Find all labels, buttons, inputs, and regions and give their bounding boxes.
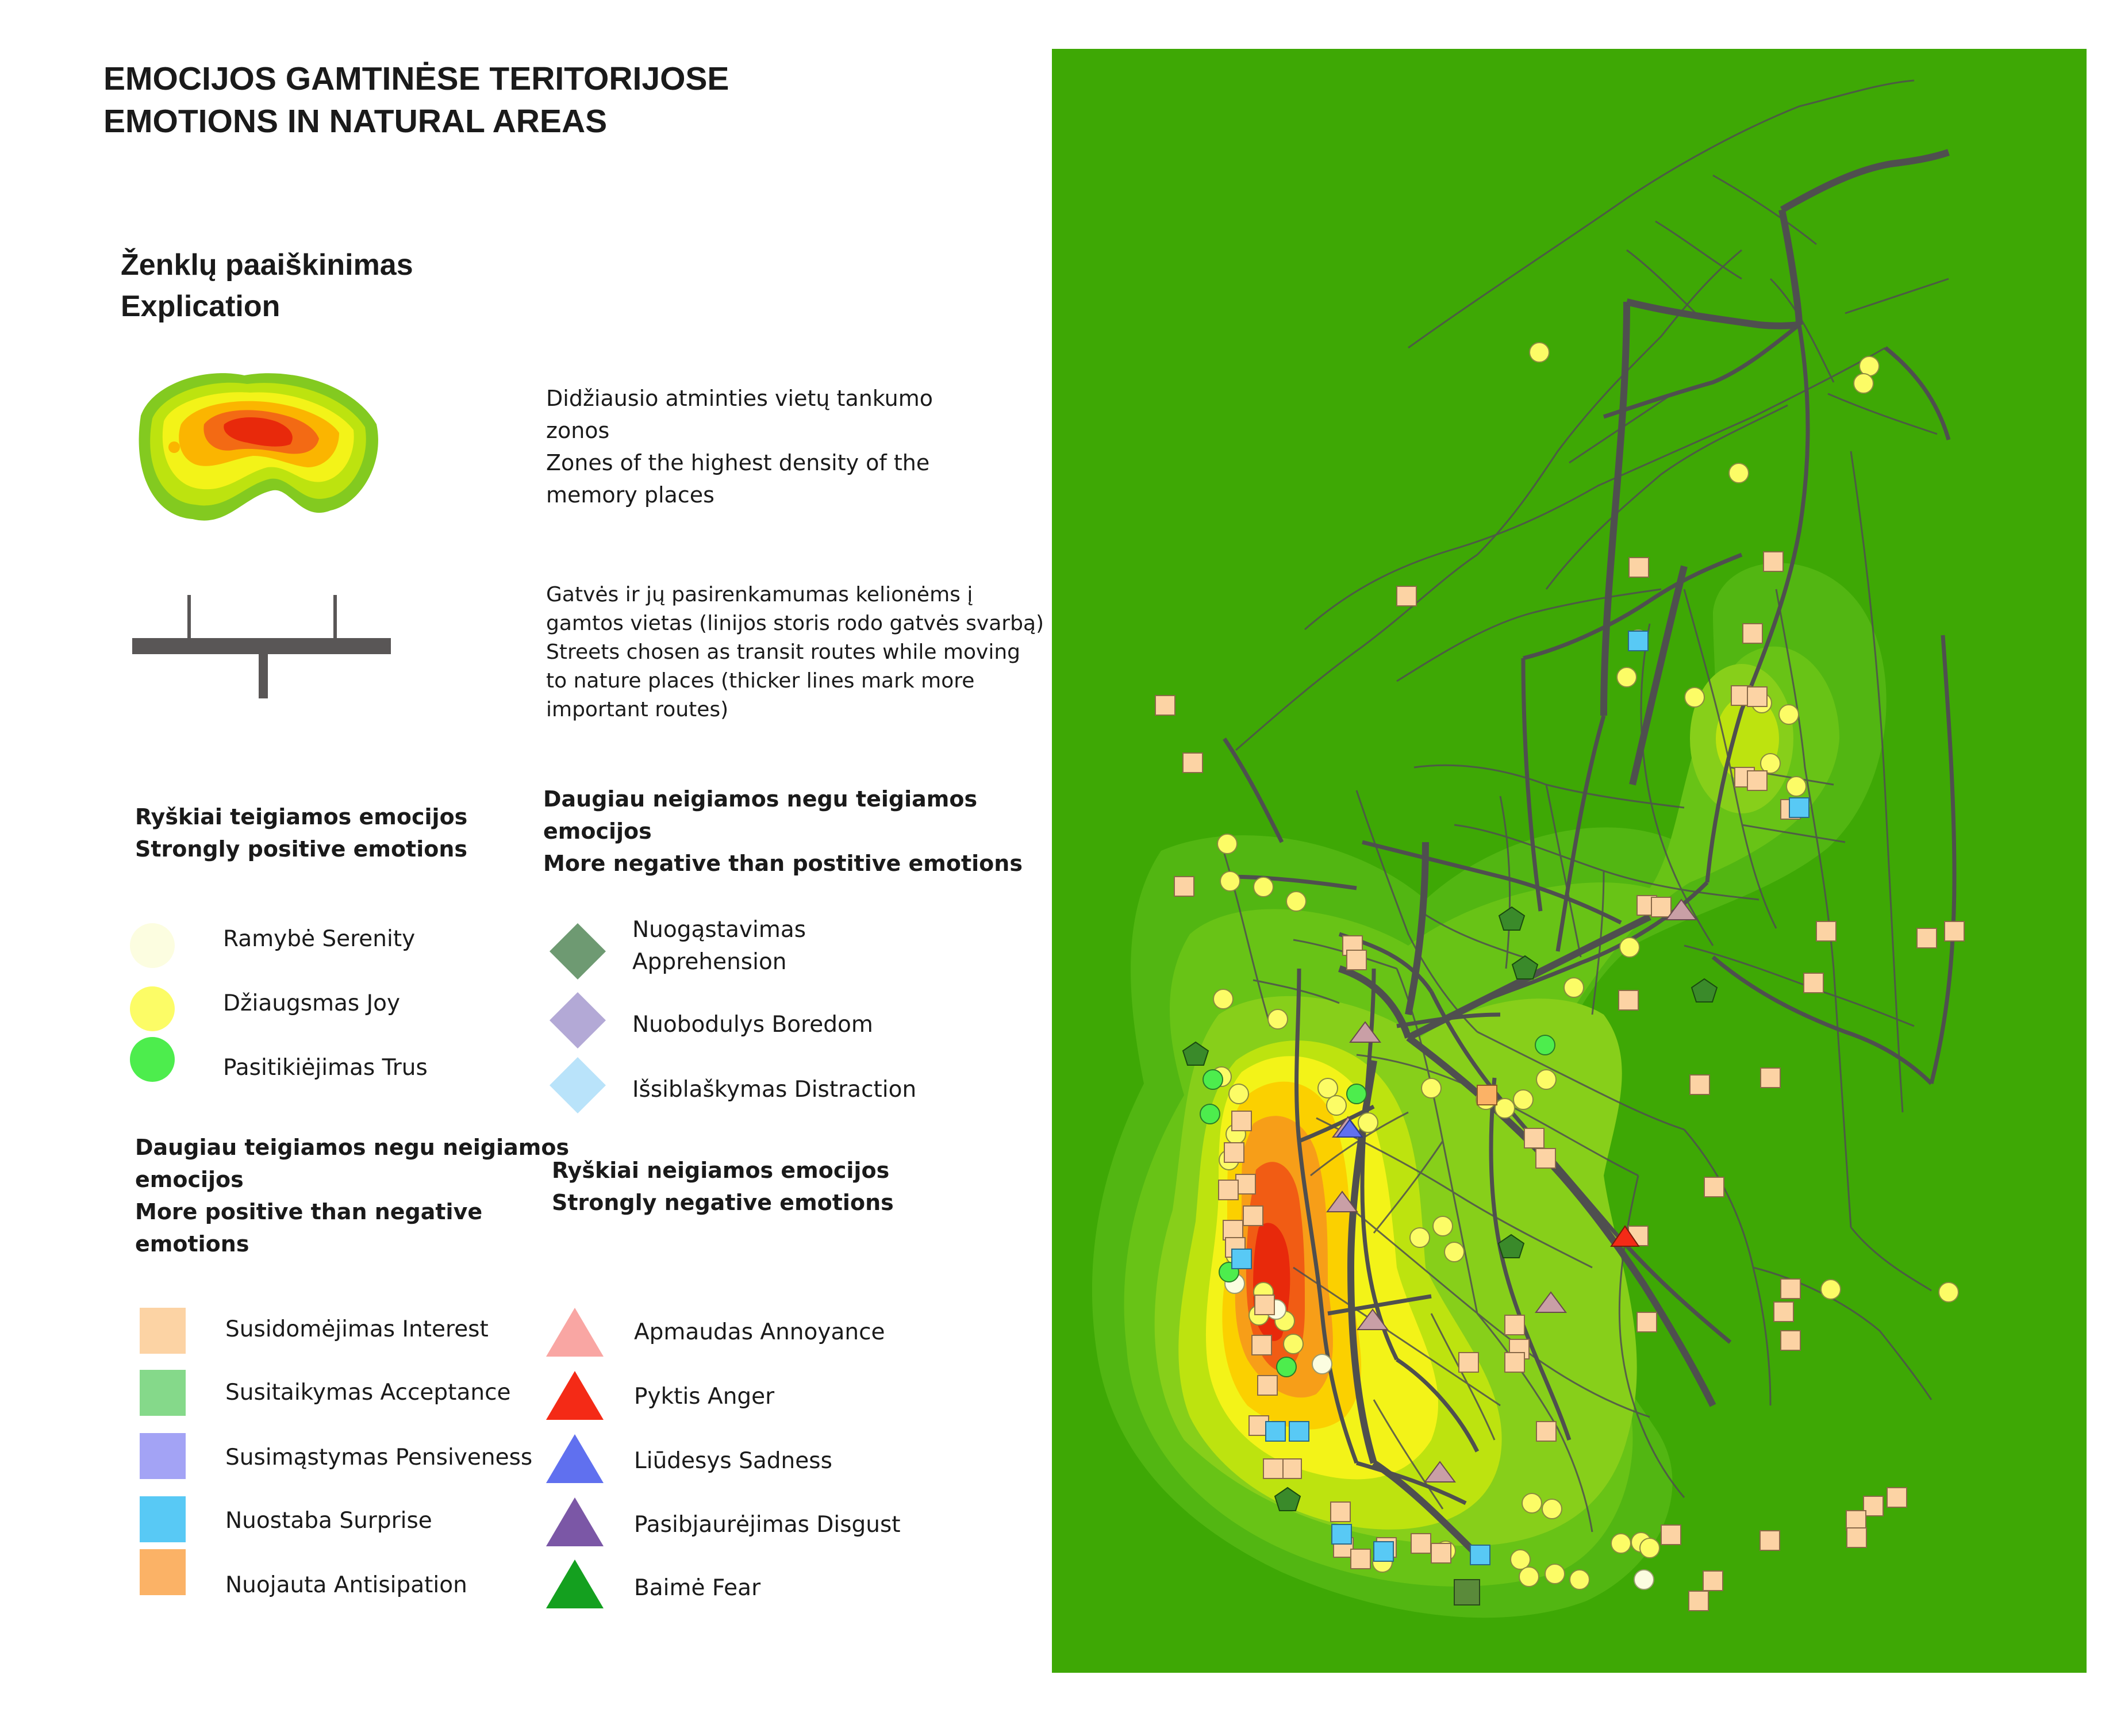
group-heading-line: More positive than negative bbox=[135, 1199, 483, 1224]
anger-points bbox=[1610, 1225, 1640, 1247]
sadness-triangle-icon bbox=[546, 1434, 604, 1483]
map-title: EMOCIJOS GAMTINĖSE TERITORIJOSE EMOTIONS… bbox=[103, 57, 729, 143]
legend-pensiveness: Susimąstymas Pensiveness bbox=[225, 1445, 533, 1470]
density-legend-line: Didžiausio atminties vietų tankumo bbox=[546, 386, 933, 411]
group-heading-line: More negative than postitive emotions bbox=[543, 851, 1023, 876]
pensiveness-square-icon bbox=[140, 1433, 186, 1479]
surprise-points bbox=[1231, 631, 1810, 1565]
joy-points bbox=[1211, 342, 1959, 1590]
acceptance-square-icon bbox=[140, 1370, 186, 1416]
surprise-square-icon bbox=[140, 1496, 186, 1542]
legend-apprehension-en: Apprehension bbox=[632, 949, 787, 975]
boredom-diamond-icon bbox=[550, 992, 606, 1048]
group-heading-line: Strongly positive emotions bbox=[135, 836, 468, 862]
group-heading-line: Daugiau teigiamos negu neigiamos bbox=[135, 1135, 570, 1160]
annoyance-points bbox=[1326, 898, 1697, 1482]
legend-disgust: Pasibjaurėjimas Disgust bbox=[634, 1512, 901, 1538]
fear-triangle-icon bbox=[546, 1560, 604, 1608]
title-lt: EMOCIJOS GAMTINĖSE TERITORIJOSE bbox=[103, 60, 729, 97]
legend-interest: Susidomėjimas Interest bbox=[225, 1316, 489, 1342]
density-legend-line: memory places bbox=[546, 482, 714, 508]
streets-legend-text: Gatvės ir jų pasirenkamumas kelionėms į … bbox=[546, 581, 1044, 724]
legend-joy: Džiaugsmas Joy bbox=[223, 990, 401, 1016]
group-heading-line: emocijos bbox=[135, 1167, 244, 1192]
trust-circle-icon bbox=[130, 1037, 175, 1082]
disgust-triangle-icon bbox=[546, 1497, 604, 1546]
sadness-points bbox=[1336, 1119, 1363, 1138]
group-strongly-negative: Ryškiai neigiamos emocijos Strongly nega… bbox=[552, 1154, 894, 1219]
anticipation-points bbox=[1477, 1085, 1497, 1105]
group-strongly-positive: Ryškiai teigiamos emocijos Strongly posi… bbox=[135, 801, 467, 865]
group-heading-line: emotions bbox=[135, 1231, 249, 1257]
density-legend-text: Didžiausio atminties vietų tankumo zonos… bbox=[546, 382, 933, 511]
legend-annoyance: Apmaudas Annoyance bbox=[634, 1319, 885, 1345]
distraction-diamond-icon bbox=[550, 1057, 606, 1113]
trust-points bbox=[1200, 1035, 1555, 1377]
group-heading-line: Strongly negative emotions bbox=[552, 1190, 894, 1215]
legend-boredom: Nuobodulys Boredom bbox=[632, 1012, 873, 1038]
legend-fear: Baimė Fear bbox=[634, 1575, 761, 1601]
acceptance-points bbox=[1454, 1579, 1480, 1606]
legend-trust: Pasitikiėjimas Trus bbox=[223, 1055, 428, 1081]
emotion-density-map bbox=[1052, 49, 2087, 1673]
streets-legend-line: gamtos vietas (linijos storis rodo gatvė… bbox=[546, 612, 1044, 635]
group-more-positive: Daugiau teigiamos negu neigiamos emocijo… bbox=[135, 1131, 569, 1260]
annoyance-triangle-icon bbox=[546, 1308, 604, 1357]
streets-legend-line: Gatvės ir jų pasirenkamumas kelionėms į bbox=[546, 583, 973, 606]
explication-en: Explication bbox=[121, 290, 281, 323]
group-heading-line: Ryškiai neigiamos emocijos bbox=[552, 1158, 890, 1183]
explication-heading: Ženklų paaiškinimas Explication bbox=[121, 244, 413, 327]
streets-legend-line: important routes) bbox=[546, 698, 729, 721]
streets-legend-line: Streets chosen as transit routes while m… bbox=[546, 640, 1020, 664]
legend-surprise: Nuostaba Surprise bbox=[225, 1508, 432, 1534]
legend-serenity: Ramybė Serenity bbox=[223, 926, 416, 952]
emotion-markers bbox=[1155, 342, 1965, 1611]
legend-acceptance: Susitaikymas Acceptance bbox=[225, 1380, 511, 1405]
density-legend-line: Zones of the highest density of the bbox=[546, 450, 930, 475]
legend-sadness: Liūdesys Sadness bbox=[634, 1448, 832, 1474]
explication-lt: Ženklų paaiškinimas bbox=[121, 248, 413, 282]
apprehension-diamond-icon bbox=[550, 923, 606, 980]
group-heading-line: emocijos bbox=[543, 819, 652, 844]
legend-distraction: Išsiblaškymas Distraction bbox=[632, 1077, 917, 1103]
group-heading-line: Daugiau neigiamos negu teigiamos bbox=[543, 786, 978, 812]
streets-legend-line: to nature places (thicker lines mark mor… bbox=[546, 669, 975, 693]
serenity-circle-icon bbox=[130, 923, 175, 968]
group-heading-line: Ryškiai teigiamos emocijos bbox=[135, 804, 468, 829]
anticipation-square-icon bbox=[140, 1549, 186, 1595]
legend-apprehension: Nuogąstavimas Apprehension bbox=[632, 914, 806, 978]
streets-legend-symbol bbox=[132, 595, 391, 698]
interest-points bbox=[1155, 551, 1965, 1611]
density-legend-line: zonos bbox=[546, 418, 610, 443]
density-legend-symbol bbox=[139, 373, 378, 521]
interest-square-icon bbox=[140, 1308, 186, 1354]
legend-anger: Pyktis Anger bbox=[634, 1384, 775, 1409]
fear-points bbox=[1182, 906, 1718, 1511]
anger-triangle-icon bbox=[546, 1371, 604, 1420]
title-en: EMOTIONS IN NATURAL AREAS bbox=[103, 103, 608, 140]
legend-anticipation: Nuojauta Antisipation bbox=[225, 1572, 467, 1598]
group-more-negative: Daugiau neigiamos negu teigiamos emocijo… bbox=[543, 783, 1023, 879]
legend-apprehension-lt: Nuogąstavimas bbox=[632, 917, 806, 943]
joy-circle-icon bbox=[130, 986, 175, 1031]
